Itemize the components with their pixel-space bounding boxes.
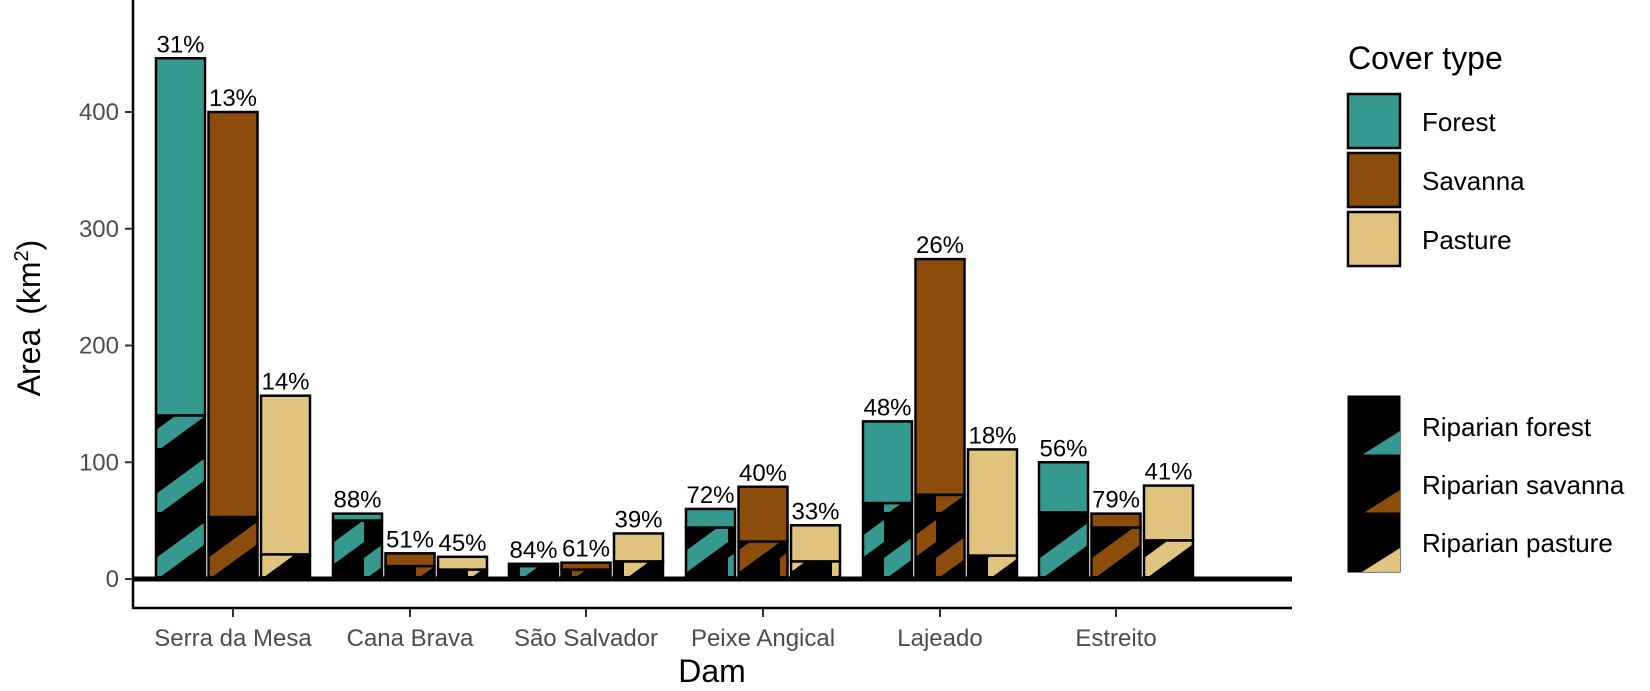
bar-riparian-pasture bbox=[789, 560, 842, 581]
bar-riparian-pasture bbox=[966, 554, 1019, 581]
y-tick-label: 200 bbox=[79, 333, 119, 360]
bar-riparian-forest bbox=[154, 414, 207, 581]
y-axis-title-unit-close: ) bbox=[11, 240, 47, 251]
bar-forest bbox=[684, 507, 737, 529]
y-tick-label: 300 bbox=[79, 216, 119, 243]
y-tick-label: 100 bbox=[79, 449, 119, 476]
bar-riparian-pasture bbox=[259, 553, 312, 581]
bar-percent-label: 79% bbox=[1092, 487, 1140, 514]
bar-pasture bbox=[789, 524, 842, 563]
bar-riparian-savanna bbox=[737, 540, 789, 581]
y-axis-title: Area (km2) bbox=[11, 240, 47, 397]
bar-riparian-pasture bbox=[612, 560, 665, 581]
bar-percent-label: 39% bbox=[614, 506, 662, 533]
bar-riparian-forest bbox=[1037, 511, 1090, 581]
x-tick-label: São Salvador bbox=[514, 625, 658, 652]
bar-percent-label: 13% bbox=[209, 85, 257, 112]
legend-label-savanna: Savanna bbox=[1422, 166, 1525, 196]
x-tick-label: Lajeado bbox=[897, 625, 982, 652]
bar-pasture bbox=[1142, 484, 1195, 542]
legend-key-riparian-savanna-wedge bbox=[1362, 490, 1400, 514]
legend-title: Cover type bbox=[1348, 40, 1503, 76]
bar-percent-label: 51% bbox=[386, 526, 434, 553]
bar-forest bbox=[154, 57, 207, 417]
x-axis-title: Dam bbox=[678, 653, 746, 689]
bar-percent-label: 72% bbox=[686, 482, 734, 509]
bar-riparian-forest bbox=[861, 501, 914, 581]
legend-key-savanna bbox=[1346, 151, 1402, 209]
bar-forest bbox=[1037, 461, 1090, 514]
bar-savanna bbox=[737, 485, 789, 543]
bar-percent-label: 84% bbox=[509, 537, 557, 564]
y-tick-label: 0 bbox=[106, 566, 119, 593]
bar-savanna bbox=[207, 110, 259, 519]
legend-key-forest bbox=[1346, 92, 1402, 150]
bar-percent-label: 61% bbox=[562, 536, 610, 563]
y-axis-title-unit-exp: 2 bbox=[11, 250, 33, 261]
bar-percent-label: 40% bbox=[739, 460, 787, 487]
bars bbox=[154, 57, 1195, 581]
y-axis-ticks: 0 100 200 300 400 bbox=[79, 99, 133, 593]
bar-pasture bbox=[259, 394, 312, 556]
legend-label-riparian-pasture: Riparian pasture bbox=[1422, 528, 1613, 558]
bar-pasture bbox=[612, 532, 665, 563]
x-tick-label: Peixe Angical bbox=[691, 625, 835, 652]
x-tick-label: Serra da Mesa bbox=[154, 625, 312, 652]
bar-savanna bbox=[914, 257, 966, 497]
bar-percent-label: 31% bbox=[156, 31, 204, 58]
bar-percent-label: 18% bbox=[968, 422, 1016, 449]
bar-riparian-savanna bbox=[560, 568, 612, 581]
bar-riparian-savanna bbox=[914, 493, 966, 581]
bar-percent-label: 48% bbox=[863, 394, 911, 421]
bar-savanna bbox=[384, 552, 436, 568]
bar-riparian-pasture bbox=[1142, 539, 1195, 581]
bar-percent-label: 45% bbox=[438, 530, 486, 557]
bar-riparian-savanna bbox=[1090, 526, 1142, 581]
bar-forest bbox=[861, 420, 914, 505]
bar-riparian-savanna bbox=[384, 564, 436, 581]
bar-riparian-forest bbox=[507, 564, 560, 581]
x-axis-ticks: Serra da Mesa Cana Brava São Salvador Peixe… bbox=[154, 609, 1157, 652]
legend-key-riparian-pasture-wedge bbox=[1362, 548, 1400, 572]
legend: Cover type Forest Savanna Pasture Riparian … bbox=[1346, 40, 1625, 573]
bar-riparian-forest bbox=[684, 526, 737, 581]
x-tick-label: Cana Brava bbox=[347, 625, 474, 652]
bar-pasture bbox=[966, 448, 1019, 557]
bar-percent-label: 26% bbox=[916, 232, 964, 259]
y-axis-title-main: Area bbox=[11, 329, 47, 397]
bar-riparian-pasture bbox=[436, 568, 489, 581]
legend-label-forest: Forest bbox=[1422, 107, 1496, 137]
legend-label-riparian-forest: Riparian forest bbox=[1422, 412, 1592, 442]
legend-key-riparian-forest-wedge bbox=[1362, 431, 1400, 455]
bar-percent-label: 56% bbox=[1039, 435, 1087, 462]
bar-riparian-savanna bbox=[207, 515, 259, 581]
legend-key-pasture bbox=[1346, 210, 1402, 268]
bar-savanna bbox=[1090, 512, 1142, 529]
bar-percent-label: 14% bbox=[261, 369, 309, 396]
bar-percent-label: 41% bbox=[1144, 459, 1192, 486]
y-tick-label: 400 bbox=[79, 99, 119, 126]
bar-percent-label: 33% bbox=[791, 498, 839, 525]
x-tick-label: Estreito bbox=[1075, 625, 1156, 652]
bar-riparian-forest bbox=[331, 519, 384, 581]
bar-percent-label: 88% bbox=[333, 487, 381, 514]
legend-label-riparian-savanna: Riparian savanna bbox=[1422, 470, 1625, 500]
y-axis-title-unit: (km bbox=[11, 261, 47, 314]
percentage-labels: 31% 88% 84% 72% 48% 56% 13% 51% 61% 40% 26% 79% 14% 4… bbox=[156, 31, 1192, 564]
bar-pasture bbox=[436, 555, 489, 571]
legend-label-pasture: Pasture bbox=[1422, 225, 1512, 255]
